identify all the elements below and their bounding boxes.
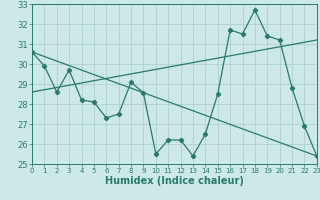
X-axis label: Humidex (Indice chaleur): Humidex (Indice chaleur) <box>105 176 244 186</box>
